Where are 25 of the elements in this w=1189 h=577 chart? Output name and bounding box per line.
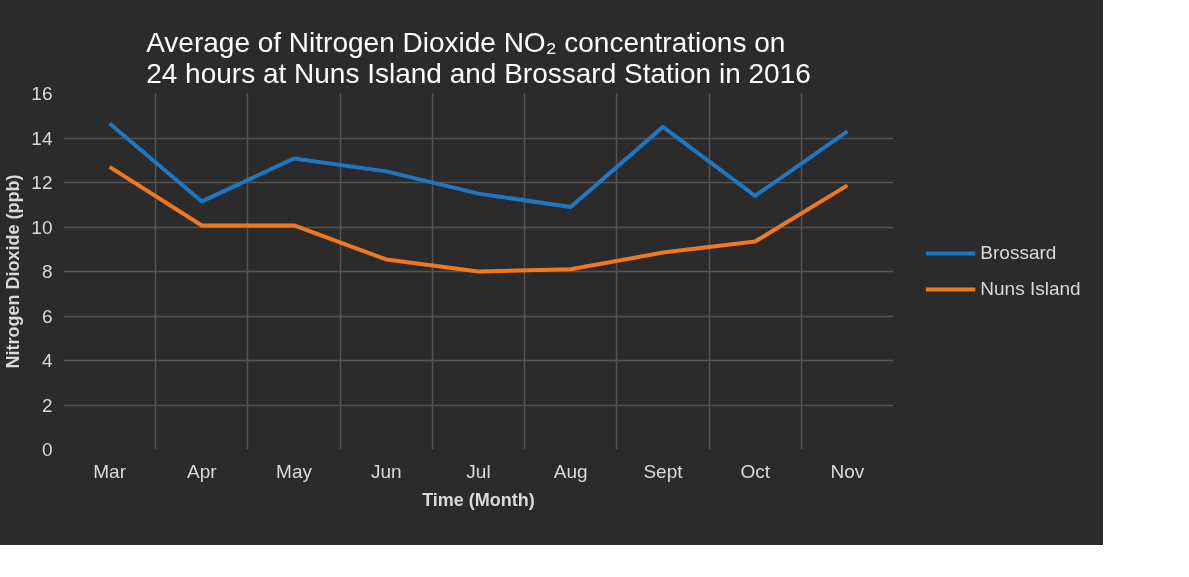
x-tick-label: Jun: [370, 460, 402, 482]
y-tick-label: 6: [41, 305, 53, 327]
line-series: [107, 164, 850, 274]
legend-label: Brossard: [980, 242, 1057, 264]
legend-label: Nuns Island: [980, 278, 1081, 300]
y-tick-label: 16: [31, 83, 53, 104]
x-tick-label: Nov: [830, 460, 865, 482]
x-tick-label: Aug: [553, 460, 588, 482]
y-tick-label: 2: [41, 394, 53, 416]
chart-title: Average of Nitrogen Dioxide NO₂ concentrations on 24 hours at Nuns Island and Brossard Station in 2016: [146, 26, 811, 89]
y-axis-title: Nitrogen Dioxide (ppb): [3, 174, 24, 369]
y-tick-label: 14: [31, 127, 53, 149]
y-tick-label: 4: [41, 350, 53, 371]
y-tick-label: 8: [41, 261, 53, 282]
x-tick-label: Mar: [93, 460, 127, 482]
x-tick-label: Oct: [740, 460, 771, 482]
y-tick-label: 10: [31, 216, 53, 238]
x-tick-label: Apr: [187, 460, 218, 482]
line-series: [107, 121, 850, 209]
y-tick-label: 12: [31, 172, 53, 193]
x-tick-label: May: [276, 460, 313, 482]
y-tick-label: 0: [41, 439, 53, 460]
x-tick-label: Jul: [466, 460, 491, 482]
x-axis-title: Time (Month): [422, 489, 535, 510]
x-tick-label: Sept: [643, 460, 684, 482]
